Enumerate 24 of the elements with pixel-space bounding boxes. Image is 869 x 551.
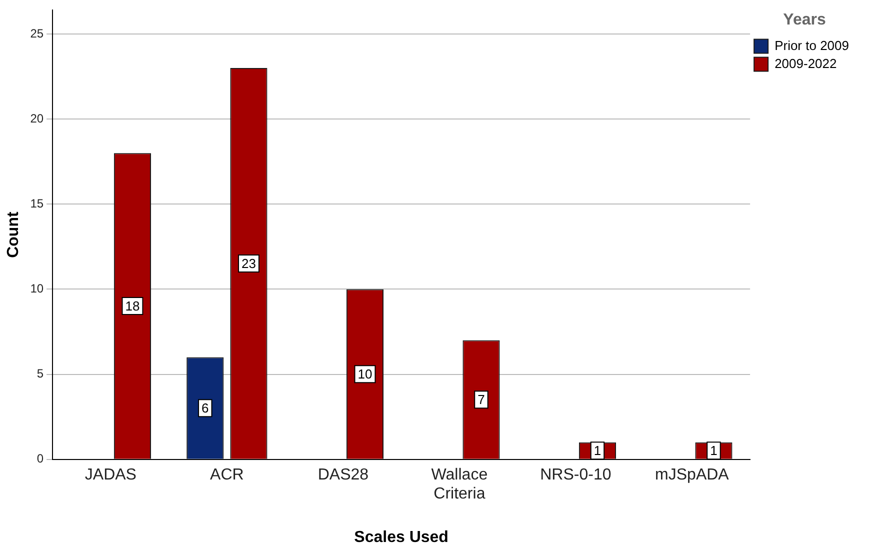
y-axis-title: Count (5, 211, 22, 258)
y-tick-label: 15 (30, 196, 44, 210)
legend-label: Prior to 2009 (774, 38, 850, 53)
data-label: 1 (710, 443, 718, 458)
y-tick-label: 20 (30, 111, 44, 126)
data-label: 7 (478, 392, 485, 408)
data-label: 1 (594, 443, 602, 458)
x-tick-label: DAS28 (318, 466, 369, 484)
legend-title: Years (783, 11, 826, 28)
legend-label: 2009-2022 (774, 56, 837, 71)
data-label: 23 (241, 256, 256, 272)
x-axis-title: Scales Used (354, 528, 448, 546)
x-tick-label: NRS-0-10 (540, 466, 612, 484)
data-label: 6 (202, 400, 209, 416)
x-tick-label: mJSpADA (655, 466, 730, 484)
x-tick-label: JADAS (84, 466, 136, 484)
data-label: 18 (125, 298, 140, 314)
y-tick-label: 10 (30, 282, 44, 296)
y-tick-label: 25 (30, 26, 44, 40)
data-label: 10 (358, 366, 372, 382)
y-tick-label: 0 (36, 452, 44, 466)
x-tick-label: Wallace Criteria (431, 466, 488, 503)
x-tick-label: ACR (210, 466, 244, 484)
y-tick-label: 5 (36, 366, 44, 381)
